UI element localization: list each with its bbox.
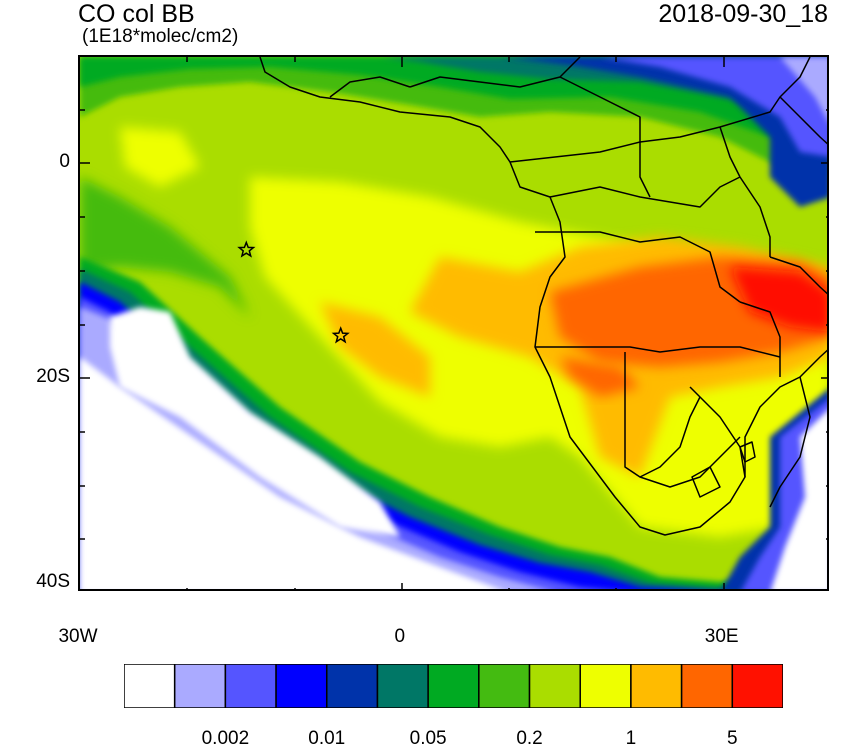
colorbar-swatch — [630, 663, 683, 709]
colorbar-swatch — [680, 663, 734, 709]
map-panel — [78, 55, 829, 591]
field-band-north-paleblue — [780, 57, 827, 120]
colorbar — [123, 663, 784, 709]
co-column-field — [80, 57, 827, 589]
map-title: CO col BB — [78, 0, 195, 28]
field-band-north-lightblue — [600, 57, 827, 157]
field-plume-orange-sw — [320, 302, 430, 397]
star-marker — [331, 326, 350, 344]
colorbar-label: 0.05 — [409, 728, 447, 749]
map-date: 2018-09-30_18 — [658, 0, 828, 28]
colorbar-swatch — [579, 663, 632, 709]
x-tick-label: 30W — [58, 626, 98, 647]
colorbar-swatch — [275, 663, 328, 709]
colorbar-swatch — [427, 663, 480, 709]
y-tick-label: 0 — [59, 151, 70, 173]
field-core-red — [730, 267, 827, 332]
colorbar-swatch — [224, 663, 277, 709]
y-tick-label: 20S — [36, 365, 70, 387]
x-tick-label: 30E — [704, 626, 739, 647]
star-marker — [237, 240, 256, 258]
field-plume-yellow-west — [120, 127, 200, 187]
axis-ticks — [80, 57, 827, 589]
x-tick-label: 0 — [394, 626, 406, 647]
map-units: (1E18*molec/cm2) — [82, 26, 239, 47]
colorbar-swatch — [123, 663, 176, 709]
colorbar-swatch — [173, 663, 227, 709]
colorbar-label: 5 — [727, 728, 738, 749]
y-tick-label: 40S — [36, 571, 70, 592]
colorbar-swatch — [326, 663, 379, 709]
field-core-darkorange-s — [560, 357, 640, 397]
field-south-clean — [110, 307, 400, 537]
colorbar-swatch — [528, 663, 581, 709]
colorbar-swatch — [376, 663, 429, 709]
colorbar-swatch — [731, 663, 784, 709]
colorbar-label: 0.2 — [516, 728, 543, 749]
country-borders — [259, 57, 827, 536]
colorbar-label: 0.01 — [308, 728, 346, 749]
colorbar-swatch — [478, 663, 531, 709]
field-se-clean — [771, 410, 827, 589]
field-south-clean2 — [80, 357, 500, 589]
colorbar-label: 0.002 — [201, 728, 250, 749]
colorbar-label: 1 — [625, 728, 637, 749]
field-west-green — [80, 177, 250, 317]
